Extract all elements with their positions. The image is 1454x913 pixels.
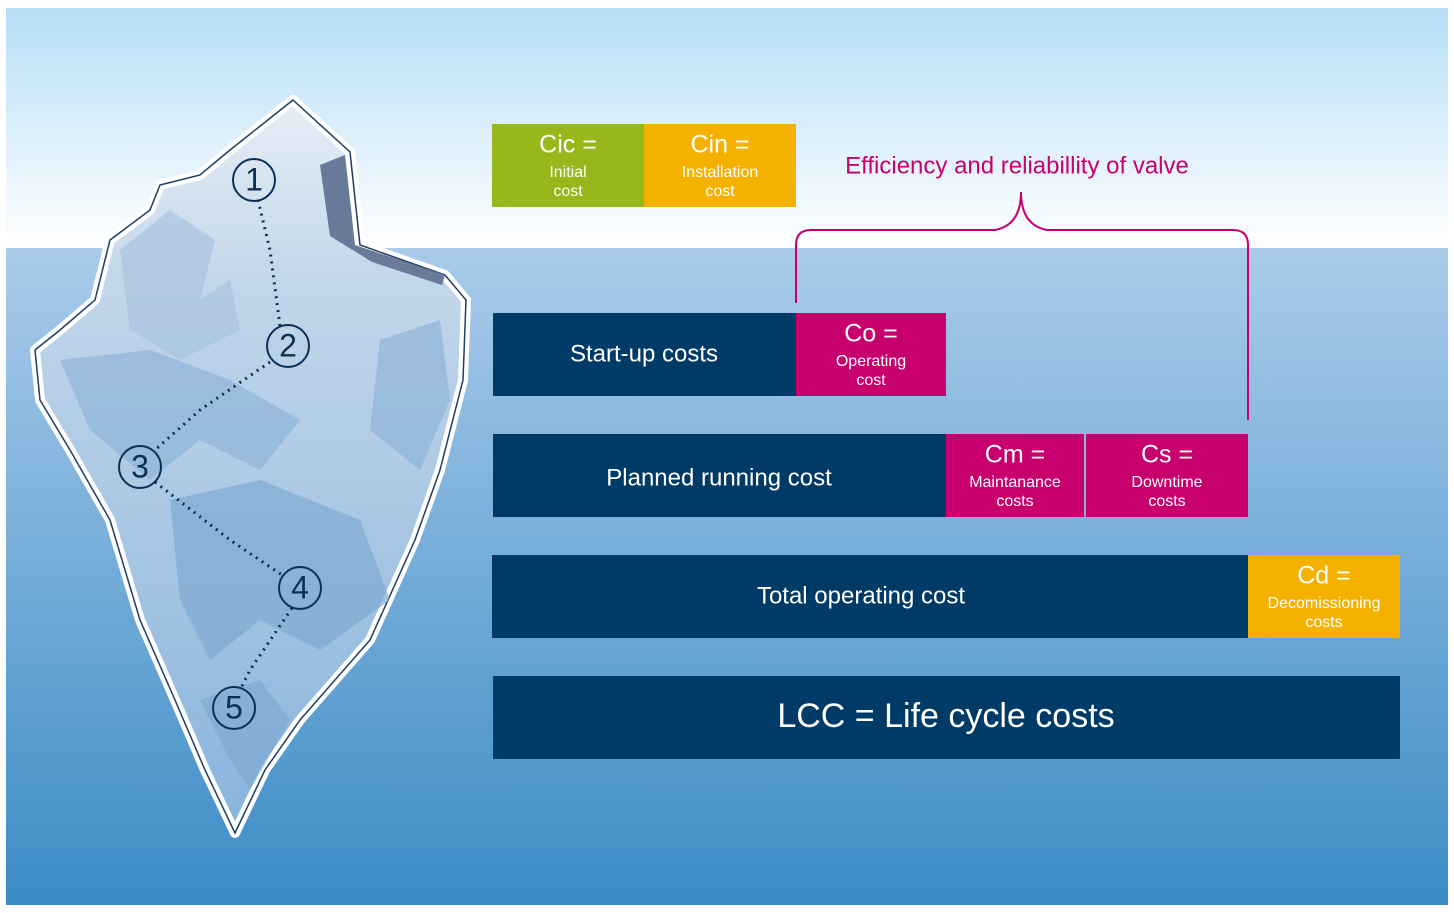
cost-description: costs bbox=[1305, 614, 1342, 631]
cost-description: Downtime bbox=[1131, 474, 1202, 491]
cost-description: Operating bbox=[836, 353, 906, 370]
step-number: 1 bbox=[245, 161, 263, 197]
cost-description: cost bbox=[705, 183, 735, 200]
cost-symbol: Cm = bbox=[985, 441, 1045, 469]
step-number: 3 bbox=[131, 448, 149, 484]
diagram: 1 2 3 4 5 Efficiency and reliabillity of val… bbox=[0, 0, 1454, 913]
step-number: 4 bbox=[291, 569, 309, 605]
step-number: 5 bbox=[225, 689, 243, 725]
step-number: 2 bbox=[279, 327, 297, 363]
cost-description: Decomissioning bbox=[1268, 595, 1381, 612]
cost-symbol: Co = bbox=[844, 320, 898, 348]
cost-description: Maintanance bbox=[969, 474, 1061, 491]
cost-description: cost bbox=[856, 372, 886, 389]
bracket-label: Efficiency and reliabillity of valve bbox=[845, 152, 1189, 179]
cost-description: Initial bbox=[549, 164, 586, 181]
cost-symbol: Cin = bbox=[690, 131, 749, 159]
bar-label: Start-up costs bbox=[570, 340, 718, 367]
bar-label: LCC = Life cycle costs bbox=[777, 697, 1114, 735]
cost-symbol: Cs = bbox=[1141, 441, 1193, 469]
bar-label: Total operating cost bbox=[757, 582, 965, 609]
cost-description: costs bbox=[1148, 493, 1185, 510]
cost-description: Installation bbox=[682, 164, 759, 181]
bar-label: Planned running cost bbox=[606, 464, 832, 491]
cost-symbol: Cic = bbox=[539, 131, 597, 159]
cost-description: cost bbox=[553, 183, 583, 200]
cost-description: costs bbox=[996, 493, 1033, 510]
cost-symbol: Cd = bbox=[1297, 562, 1351, 590]
